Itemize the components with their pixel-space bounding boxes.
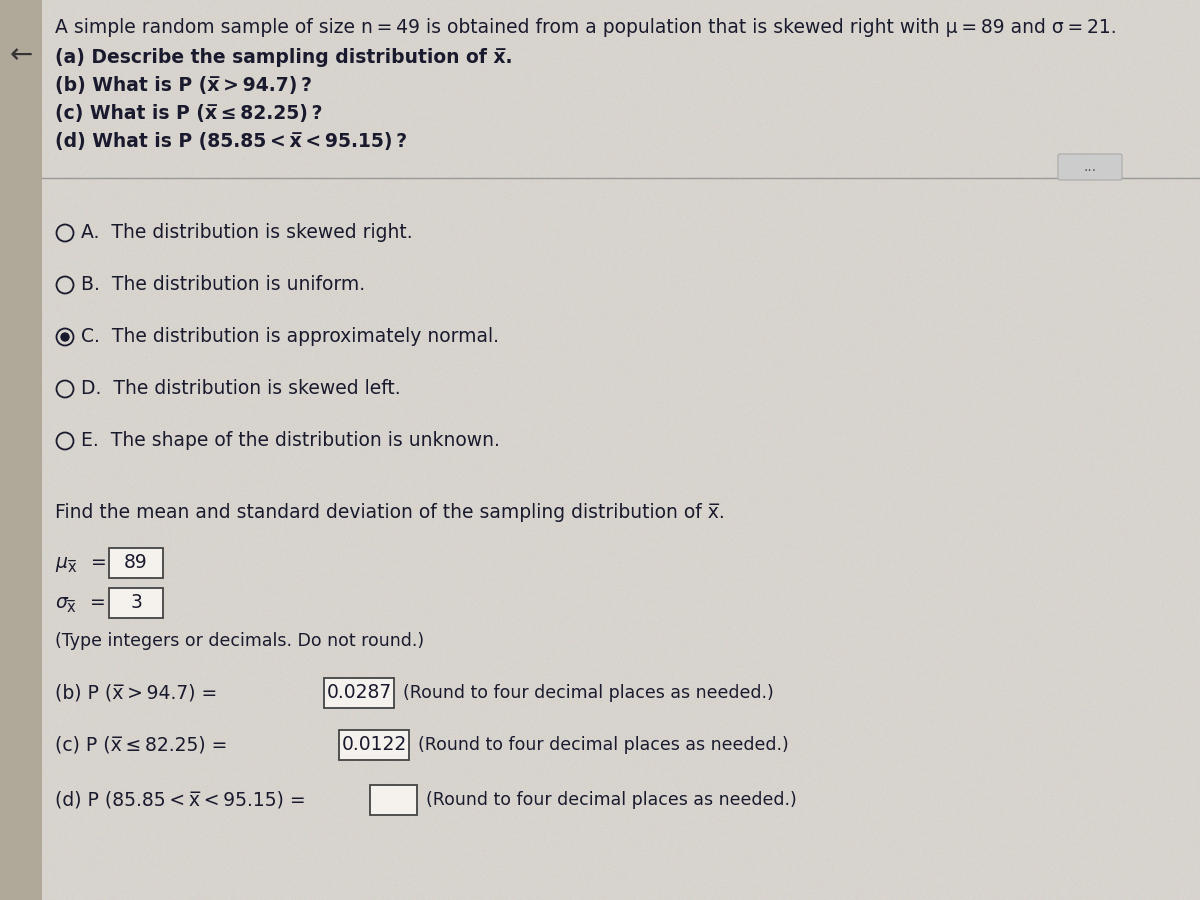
Circle shape: [56, 433, 73, 449]
Text: A simple random sample of size n = 49 is obtained from a population that is skew: A simple random sample of size n = 49 is…: [55, 18, 1117, 37]
Text: (b) P (x̅ > 94.7) =: (b) P (x̅ > 94.7) =: [55, 683, 217, 703]
Text: B.  The distribution is uniform.: B. The distribution is uniform.: [82, 275, 365, 294]
Circle shape: [56, 381, 73, 398]
Text: ...: ...: [1084, 160, 1097, 174]
Text: A.  The distribution is skewed right.: A. The distribution is skewed right.: [82, 223, 413, 242]
Text: (Round to four decimal places as needed.): (Round to four decimal places as needed.…: [403, 684, 774, 702]
Text: (d) What is P (85.85 < x̅ < 95.15) ?: (d) What is P (85.85 < x̅ < 95.15) ?: [55, 132, 407, 151]
Text: σ: σ: [55, 593, 67, 613]
Text: 0.0287: 0.0287: [326, 683, 391, 703]
FancyBboxPatch shape: [1058, 154, 1122, 180]
Circle shape: [56, 328, 73, 346]
Text: 89: 89: [124, 554, 148, 572]
Circle shape: [56, 276, 73, 293]
Text: =: =: [85, 554, 107, 572]
Text: =: =: [84, 593, 106, 613]
Text: 3: 3: [130, 593, 142, 613]
FancyBboxPatch shape: [109, 548, 163, 578]
Text: x̅: x̅: [67, 599, 76, 615]
Text: (a) Describe the sampling distribution of x̅.: (a) Describe the sampling distribution o…: [55, 48, 512, 67]
Text: ←: ←: [10, 41, 32, 69]
Text: μ: μ: [55, 554, 67, 572]
Text: x̅: x̅: [68, 560, 77, 574]
Text: (c) What is P (x̅ ≤ 82.25) ?: (c) What is P (x̅ ≤ 82.25) ?: [55, 104, 323, 123]
FancyBboxPatch shape: [340, 730, 409, 760]
Text: E.  The shape of the distribution is unknown.: E. The shape of the distribution is unkn…: [82, 431, 500, 451]
Text: (b) What is P (x̅ > 94.7) ?: (b) What is P (x̅ > 94.7) ?: [55, 76, 312, 95]
FancyBboxPatch shape: [324, 678, 394, 708]
FancyBboxPatch shape: [370, 785, 418, 815]
Text: (c) P (x̅ ≤ 82.25) =: (c) P (x̅ ≤ 82.25) =: [55, 735, 227, 754]
Text: (Round to four decimal places as needed.): (Round to four decimal places as needed.…: [418, 736, 788, 754]
Text: (d) P (85.85 < x̅ < 95.15) =: (d) P (85.85 < x̅ < 95.15) =: [55, 790, 306, 809]
Text: 0.0122: 0.0122: [341, 735, 407, 754]
FancyBboxPatch shape: [109, 588, 163, 618]
Circle shape: [60, 332, 70, 342]
Circle shape: [56, 224, 73, 241]
Text: Find the mean and standard deviation of the sampling distribution of x̅.: Find the mean and standard deviation of …: [55, 503, 725, 523]
Text: D.  The distribution is skewed left.: D. The distribution is skewed left.: [82, 380, 401, 399]
Text: C.  The distribution is approximately normal.: C. The distribution is approximately nor…: [82, 328, 499, 346]
Text: (Round to four decimal places as needed.): (Round to four decimal places as needed.…: [426, 791, 797, 809]
Bar: [0, 0, 42, 900]
Text: (Type integers or decimals. Do not round.): (Type integers or decimals. Do not round…: [55, 632, 424, 650]
